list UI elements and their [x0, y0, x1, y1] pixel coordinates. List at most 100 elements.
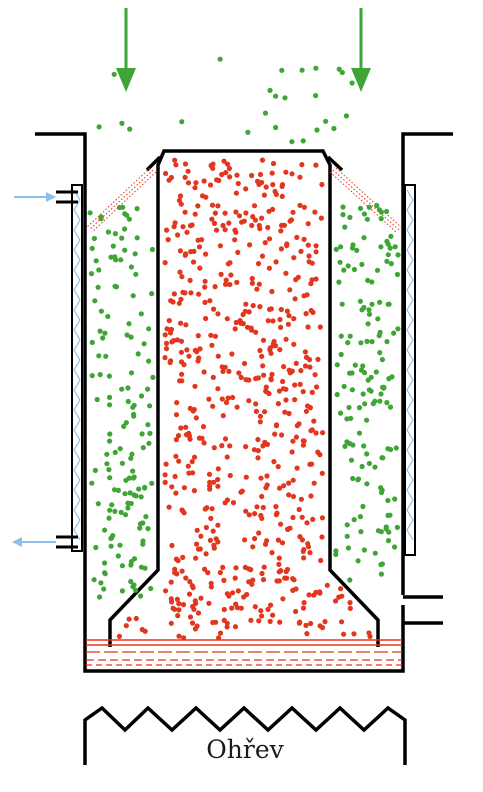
cold-particle [378, 244, 384, 250]
hot-particle [191, 454, 198, 460]
hot-particle [263, 485, 269, 491]
cold-particle [123, 420, 129, 426]
hot-particle [255, 455, 261, 461]
hot-particle [270, 160, 277, 167]
cold-particle [93, 544, 99, 551]
hot-particle [257, 413, 263, 419]
cold-particle [373, 369, 379, 375]
hot-particle [266, 265, 272, 271]
hot-particle [172, 570, 178, 576]
cold-particle [145, 422, 151, 428]
hot-particle [270, 182, 276, 188]
hot-particle [163, 340, 170, 346]
hot-particle [298, 496, 304, 502]
cold-particle [149, 291, 155, 297]
hot-particle [276, 555, 282, 561]
hot-particle [247, 242, 253, 248]
cold-particle [117, 446, 123, 452]
hot-particle [319, 625, 326, 631]
hot-particle [312, 372, 318, 378]
cold-particle [313, 65, 319, 71]
cold-particle [376, 207, 382, 213]
hot-particle [281, 364, 287, 370]
hot-particle [178, 359, 185, 365]
hot-particle [257, 304, 263, 310]
cold-particle [115, 487, 121, 493]
hot-particle [182, 161, 189, 167]
cold-particle [347, 577, 353, 583]
hot-particle [249, 172, 255, 179]
hot-particle [290, 493, 296, 500]
cold-particle [378, 485, 384, 491]
cold-particle [112, 283, 118, 289]
cold-particle [341, 267, 347, 273]
cold-particle [350, 442, 356, 448]
hot-particle [283, 169, 289, 175]
hot-particle [179, 274, 185, 280]
hot-particle [277, 619, 283, 625]
hot-particle [289, 171, 295, 177]
hot-particle [178, 296, 184, 302]
hot-particle [216, 635, 222, 641]
hot-particle [249, 275, 255, 282]
hot-particle [278, 521, 284, 527]
hot-particle [270, 341, 276, 347]
cold-particle [299, 67, 305, 73]
cold-particle [350, 475, 356, 482]
cold-particle [128, 264, 134, 270]
hot-particle [208, 515, 214, 522]
hot-particle [294, 423, 300, 429]
cold-particle [134, 235, 140, 241]
hot-particle [225, 261, 231, 267]
hot-particle [285, 321, 291, 327]
hot-particle [233, 190, 239, 196]
cold-particle [105, 313, 111, 320]
cold-particle [122, 491, 128, 497]
cold-particle [103, 353, 109, 359]
hot-particle [339, 593, 345, 599]
hot-particle [234, 279, 240, 285]
hot-particle [192, 598, 198, 604]
hot-particle [178, 425, 184, 431]
hot-particle [210, 165, 216, 171]
hot-particle [304, 520, 310, 526]
hot-particle [215, 386, 221, 392]
hot-particle [172, 473, 178, 480]
cold-particle [372, 550, 378, 556]
cold-particle [336, 279, 342, 285]
cold-particle [333, 551, 339, 558]
cold-particle [273, 124, 279, 131]
hot-particle [186, 470, 192, 476]
hot-particle [254, 504, 260, 510]
hot-particle [192, 626, 198, 632]
hot-particle [260, 363, 266, 369]
hot-particle [209, 506, 215, 512]
hot-particle [306, 253, 312, 259]
hot-particle [207, 483, 213, 489]
hot-particle [192, 185, 198, 191]
cold-particle [375, 528, 381, 534]
hot-particle [194, 541, 200, 547]
hot-particle [179, 568, 185, 574]
cold-particle [140, 445, 146, 451]
hot-particle [269, 550, 275, 556]
cold-particle [138, 494, 144, 500]
hot-particle [212, 333, 219, 339]
cold-particle [96, 124, 102, 130]
hot-particle [246, 512, 252, 518]
hot-particle [199, 237, 205, 243]
hot-particle [259, 613, 265, 619]
cold-particle [340, 212, 346, 218]
hot-particle [259, 353, 265, 359]
hot-particle [287, 287, 293, 293]
hot-particle [269, 288, 275, 295]
hot-particle [210, 403, 216, 409]
cold-particle [361, 235, 367, 241]
cold-particle [110, 243, 116, 249]
cold-particle [314, 127, 320, 133]
cold-particle [374, 267, 381, 273]
cold-particle [138, 564, 145, 570]
hot-particle [279, 193, 285, 199]
hot-particle [208, 580, 214, 586]
hot-particle [230, 590, 236, 596]
